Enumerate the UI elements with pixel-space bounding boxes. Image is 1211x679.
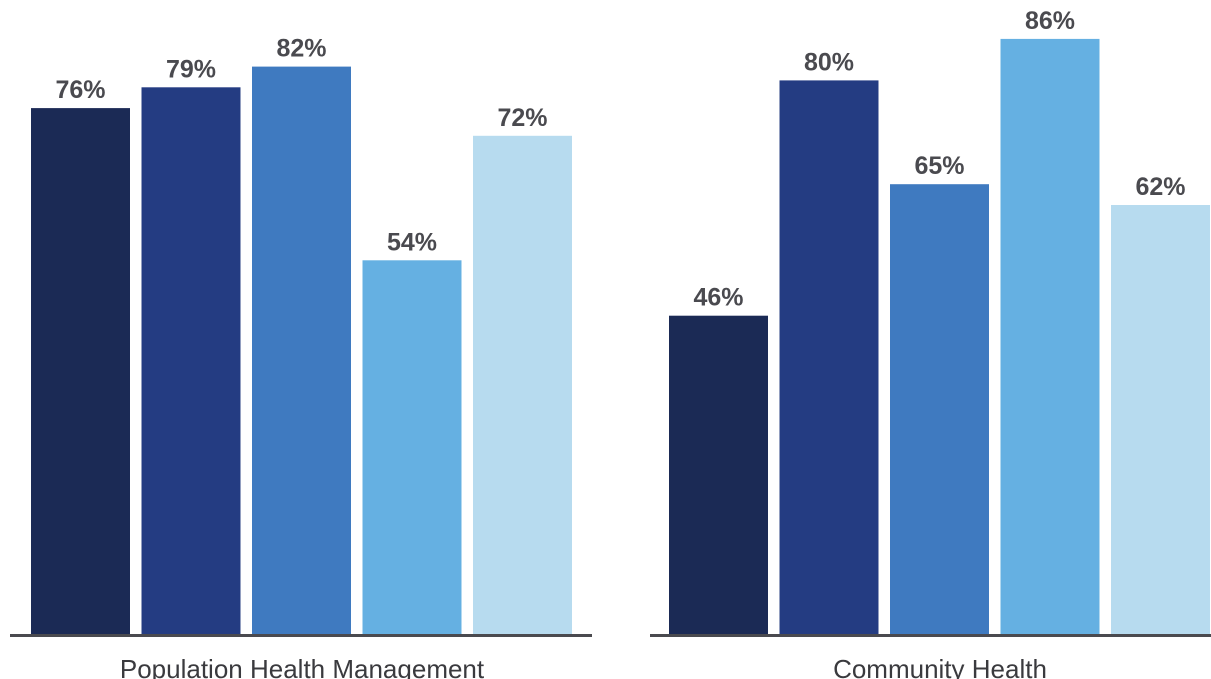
- data-label-0-2: 82%: [276, 35, 326, 63]
- data-label-0-0: 76%: [55, 76, 105, 104]
- data-label-0-3: 54%: [387, 228, 437, 256]
- bar-0-1: [141, 87, 241, 635]
- bar-0-4: [473, 135, 572, 635]
- bar-1-3: [1000, 38, 1100, 634]
- bar-0-0: [31, 108, 130, 635]
- bar-0-2: [252, 66, 351, 635]
- bar-1-4: [1111, 205, 1210, 634]
- bar-1-2: [890, 184, 989, 634]
- data-label-0-1: 79%: [166, 55, 216, 83]
- group-label-community-health: Community Health: [833, 654, 1047, 679]
- data-label-1-0: 46%: [693, 284, 743, 312]
- data-label-1-1: 80%: [804, 48, 854, 76]
- chart-panel-community-health: 46% 80% 65% 86% 62%: [650, 7, 1211, 637]
- group-label-population-health-management: Population Health Management: [120, 654, 485, 679]
- bar-1-0: [669, 315, 768, 634]
- data-label-1-2: 65%: [914, 152, 964, 180]
- bar-1-1: [779, 80, 879, 634]
- data-label-1-4: 62%: [1135, 173, 1185, 201]
- chart-panel-population-health-management: 76% 79% 82% 54% 72%: [10, 35, 592, 637]
- data-label-0-4: 72%: [497, 104, 547, 132]
- bar-0-3: [362, 260, 462, 634]
- data-label-1-3: 86%: [1025, 7, 1075, 35]
